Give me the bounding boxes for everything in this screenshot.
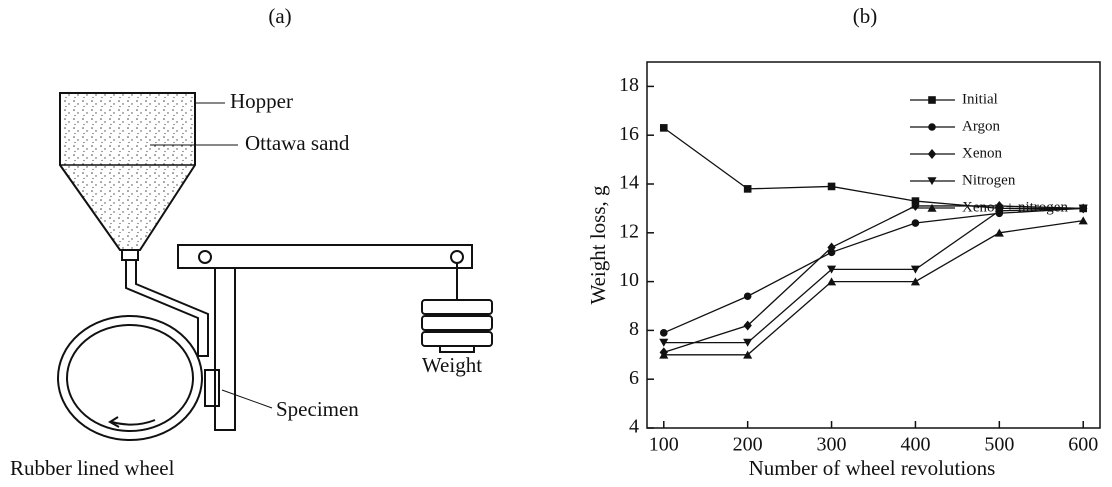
y-axis-label: Weight loss, g (586, 185, 610, 305)
specimen-label: Specimen (276, 397, 359, 421)
data-point (995, 201, 1004, 211)
y-tick-label: 18 (619, 74, 639, 96)
y-tick-label: 4 (629, 416, 639, 438)
data-point (659, 338, 669, 347)
panel-label: (b) (853, 4, 878, 28)
arrowhead (108, 416, 120, 428)
data-point (910, 265, 921, 274)
hopper-label: Hopper (230, 89, 293, 113)
wheel-label: Rubber lined wheel (10, 456, 175, 480)
x-tick-label: 500 (984, 434, 1014, 456)
weight-plate (421, 331, 493, 347)
data-point (826, 265, 837, 274)
series-line (663, 219, 1084, 356)
data-point (659, 124, 668, 132)
y-tick-label: 10 (619, 269, 639, 291)
legend-label: Xenon (962, 145, 1002, 161)
x-tick-label: 200 (733, 434, 763, 456)
series-line (663, 127, 1084, 210)
data-point (1078, 216, 1088, 225)
data-point (994, 228, 1004, 237)
lever-arm (177, 244, 473, 269)
legend-marker (927, 149, 937, 159)
y-tick-label: 16 (619, 123, 639, 145)
weight-plate (421, 315, 493, 331)
series-line (663, 205, 1084, 353)
data-point (743, 350, 753, 359)
legend-label: Nitrogen (962, 172, 1016, 188)
data-point (743, 338, 753, 347)
abrasion-diagram (57, 92, 493, 441)
data-point (659, 329, 668, 337)
legend-marker (928, 123, 936, 131)
data-point (659, 350, 669, 359)
data-point (911, 219, 920, 227)
y-tick-label: 12 (619, 220, 639, 242)
data-point (827, 242, 836, 253)
sand-tube (125, 260, 209, 357)
y-tick-label: 6 (629, 367, 639, 389)
weight-plate (421, 299, 493, 315)
legend-marker (928, 96, 936, 104)
nozzle (121, 249, 139, 261)
data-point (994, 207, 1004, 216)
data-point (743, 320, 752, 331)
data-point (827, 182, 836, 191)
legend-label: Xenon + nitrogen (962, 199, 1068, 215)
data-point (826, 277, 837, 286)
data-point (1078, 204, 1088, 213)
specimen-holder (214, 267, 236, 431)
data-point (743, 185, 752, 193)
hopper (59, 92, 196, 251)
legend-label: Argon (962, 118, 1001, 134)
x-tick-label: 600 (1068, 434, 1098, 456)
rotation-arrow (111, 419, 156, 426)
series-line (663, 207, 1084, 344)
specimen (204, 369, 220, 407)
leader-line (221, 389, 273, 409)
series-line (663, 207, 1084, 334)
legend-marker (927, 177, 937, 186)
x-tick-label: 400 (900, 434, 930, 456)
weight-label: Weight (422, 353, 482, 377)
data-point (910, 277, 921, 286)
pivot (450, 250, 464, 264)
sand-label: Ottawa sand (245, 131, 350, 155)
pivot (198, 250, 212, 264)
panel-label: (a) (268, 4, 291, 28)
x-tick-label: 100 (649, 434, 679, 456)
legend-label: Initial (962, 91, 998, 107)
y-tick-label: 14 (619, 172, 639, 194)
data-point (743, 292, 752, 301)
legend-marker (927, 203, 937, 212)
y-tick-label: 8 (629, 318, 639, 340)
wheel-outer (57, 315, 203, 441)
x-tick-label: 300 (817, 434, 847, 456)
weight-base (439, 345, 475, 353)
plot-frame (646, 61, 1101, 429)
x-axis-label: Number of wheel revolutions (749, 456, 996, 480)
wheel-inner (66, 324, 194, 432)
